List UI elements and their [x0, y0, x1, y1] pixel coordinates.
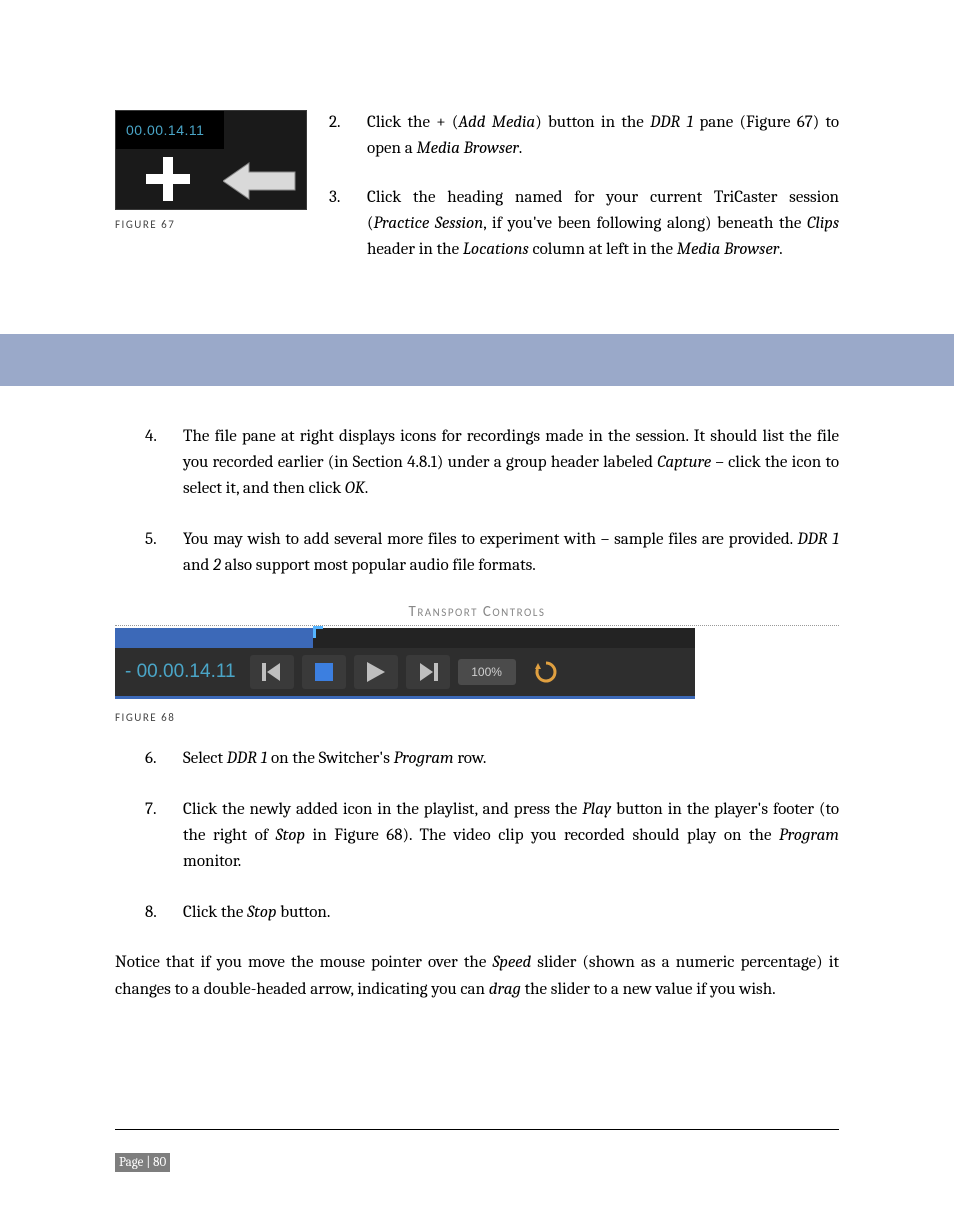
step-5: 5. You may wish to add several more file… [145, 527, 839, 580]
footer-rule [115, 1129, 839, 1130]
step-7: 7. Click the newly added icon in the pla… [145, 797, 839, 876]
step-text: Select DDR 1 on the Switcher's Program r… [183, 746, 486, 772]
step-2: 2. Click the + (Add Media) button in the… [329, 110, 839, 163]
steps-6-8: 6. Select DDR 1 on the Switcher's Progra… [115, 746, 839, 926]
step-num: 6. [145, 746, 165, 772]
step-text: You may wish to add several more files t… [183, 527, 839, 580]
thumbnail-timecode: 00.00.14.11 [126, 122, 204, 138]
skip-back-icon [262, 663, 282, 681]
transport-timecode: - 00.00.14.11 [125, 661, 242, 683]
figure-68-caption: FIGURE 68 [115, 711, 839, 724]
step-text: The file pane at right displays icons fo… [183, 424, 839, 503]
figure-68: - 00.00.14.11 100% [115, 628, 695, 699]
step-num: 7. [145, 797, 165, 876]
transport-heading: Transport Controls [115, 603, 839, 621]
step-8: 8. Click the Stop button. [145, 900, 839, 926]
step-num: 2. [329, 110, 349, 163]
plus-icon [146, 157, 190, 201]
play-button[interactable] [354, 655, 398, 689]
transport-underline [115, 696, 695, 699]
speed-slider[interactable]: 100% [458, 659, 516, 685]
skip-forward-icon [418, 663, 438, 681]
step-text: Click the + (Add Media) button in the DD… [367, 110, 839, 163]
timeline[interactable] [115, 628, 695, 648]
speed-value: 100% [471, 665, 502, 679]
step-6: 6. Select DDR 1 on the Switcher's Progra… [145, 746, 839, 772]
transport-controls: - 00.00.14.11 100% [115, 648, 695, 696]
play-icon [367, 662, 385, 682]
timeline-segment [115, 628, 313, 648]
step-4: 4. The file pane at right displays icons… [145, 424, 839, 503]
prev-button[interactable] [250, 655, 294, 689]
stop-icon [315, 663, 333, 681]
loop-icon [534, 660, 558, 684]
step-text: Click the newly added icon in the playli… [183, 797, 839, 876]
steps-2-3: 2. Click the + (Add Media) button in the… [329, 110, 839, 286]
dotted-divider [115, 625, 839, 626]
figure-67: 00.00.14.11 FIGURE 67 [115, 110, 307, 286]
next-button[interactable] [406, 655, 450, 689]
add-media-thumbnail: 00.00.14.11 [115, 110, 307, 210]
step-3: 3. Click the heading named for your curr… [329, 185, 839, 264]
step-num: 4. [145, 424, 165, 503]
step-num: 5. [145, 527, 165, 580]
closing-paragraph: Notice that if you move the mouse pointe… [115, 950, 839, 1003]
step-text: Click the Stop button. [183, 900, 330, 926]
hint-bar [0, 334, 954, 386]
steps-4-5: 4. The file pane at right displays icons… [115, 424, 839, 580]
figure-67-caption: FIGURE 67 [115, 218, 307, 231]
step-text: Click the heading named for your current… [367, 185, 839, 264]
arrow-left-icon [223, 161, 298, 201]
loop-button[interactable] [524, 655, 568, 689]
step-num: 8. [145, 900, 165, 926]
page-number: Page | 80 [115, 1153, 170, 1172]
stop-button[interactable] [302, 655, 346, 689]
in-point-marker-icon [313, 626, 323, 638]
step-num: 3. [329, 185, 349, 264]
page-footer: Page | 80 [115, 1129, 839, 1172]
